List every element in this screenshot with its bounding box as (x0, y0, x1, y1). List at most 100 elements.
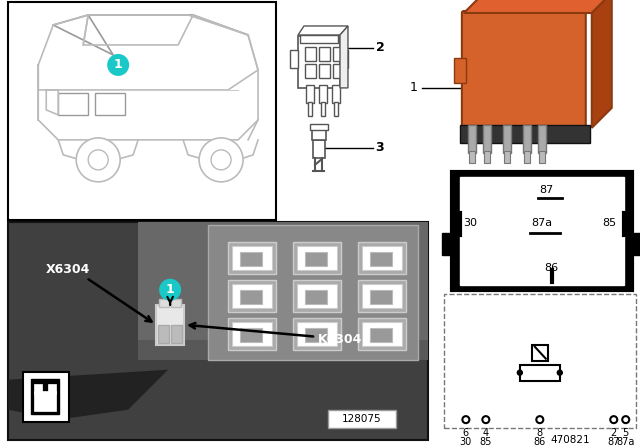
Bar (334, 102, 338, 116)
Bar (468, 125, 476, 153)
Text: 86: 86 (545, 263, 559, 273)
Text: 2: 2 (611, 428, 617, 438)
Bar (444, 294, 636, 428)
Bar (293, 242, 341, 274)
Text: 30: 30 (460, 437, 472, 447)
Bar (340, 50, 348, 68)
Bar (460, 177, 624, 285)
Bar (358, 318, 406, 350)
Bar (35, 391, 56, 411)
Bar (240, 290, 262, 304)
Bar (313, 140, 325, 158)
Text: 86: 86 (534, 437, 546, 447)
Text: 470821: 470821 (550, 435, 590, 444)
Bar (484, 151, 490, 163)
Bar (370, 252, 392, 266)
Bar (138, 222, 428, 360)
Circle shape (211, 150, 231, 170)
Bar (312, 130, 326, 140)
Circle shape (622, 416, 629, 423)
FancyBboxPatch shape (462, 11, 586, 130)
Bar (8, 2, 276, 220)
Bar (321, 102, 325, 116)
Circle shape (107, 54, 129, 76)
Circle shape (199, 138, 243, 182)
Bar (305, 290, 327, 304)
Bar (454, 58, 466, 83)
Text: 1: 1 (410, 82, 418, 95)
Text: 87a: 87a (616, 437, 635, 447)
Bar (293, 318, 341, 350)
Bar (362, 246, 402, 270)
Bar (370, 290, 392, 304)
Bar (328, 409, 396, 428)
Bar (298, 36, 340, 88)
Bar (333, 47, 344, 61)
Polygon shape (464, 0, 612, 13)
Bar (8, 222, 428, 439)
Bar (297, 246, 337, 270)
Text: 4: 4 (483, 428, 489, 438)
Polygon shape (8, 370, 168, 420)
Bar (362, 284, 402, 308)
Bar (310, 124, 328, 130)
Bar (632, 233, 640, 255)
Bar (539, 151, 545, 163)
Bar (232, 246, 272, 270)
Bar (297, 284, 337, 308)
Text: 8: 8 (537, 428, 543, 438)
Bar (319, 85, 327, 103)
Bar (240, 252, 262, 266)
Polygon shape (592, 0, 612, 128)
Bar (469, 151, 475, 163)
Bar (240, 328, 262, 342)
Polygon shape (298, 26, 348, 35)
Text: 87: 87 (540, 185, 554, 195)
Bar (370, 328, 392, 342)
Bar (293, 280, 341, 312)
Bar (232, 284, 272, 308)
Bar (503, 125, 511, 153)
Text: 30: 30 (463, 218, 477, 228)
Text: 1: 1 (166, 283, 175, 296)
Bar (362, 322, 402, 346)
Text: K6304: K6304 (318, 333, 362, 346)
Bar (290, 50, 298, 68)
Bar (523, 125, 531, 153)
Bar (308, 102, 312, 116)
Text: 1: 1 (114, 58, 122, 71)
Bar (58, 93, 88, 115)
Bar (306, 85, 314, 103)
Bar (23, 372, 69, 422)
Text: 87: 87 (607, 437, 620, 447)
Text: 85: 85 (479, 437, 492, 447)
Bar (442, 233, 452, 255)
Text: 6: 6 (463, 428, 469, 438)
Bar (333, 64, 344, 78)
Bar (228, 242, 276, 274)
Circle shape (88, 150, 108, 170)
Bar (156, 305, 184, 345)
Text: 87a: 87a (531, 218, 552, 228)
Bar (305, 47, 316, 61)
Polygon shape (340, 26, 348, 88)
Bar (460, 125, 590, 143)
Text: 85: 85 (603, 218, 617, 228)
Bar (31, 379, 60, 414)
Text: 2: 2 (376, 42, 385, 55)
Bar (35, 383, 42, 394)
Bar (228, 280, 276, 312)
Text: X6304: X6304 (46, 263, 91, 276)
Bar (158, 325, 169, 343)
Bar (48, 383, 56, 394)
Bar (358, 242, 406, 274)
Bar (319, 47, 330, 61)
Circle shape (462, 416, 469, 423)
Circle shape (517, 370, 522, 375)
Bar (452, 172, 632, 290)
Bar (504, 151, 510, 163)
Circle shape (483, 416, 490, 423)
Circle shape (159, 279, 181, 301)
Bar (171, 299, 181, 307)
Bar (138, 222, 428, 340)
